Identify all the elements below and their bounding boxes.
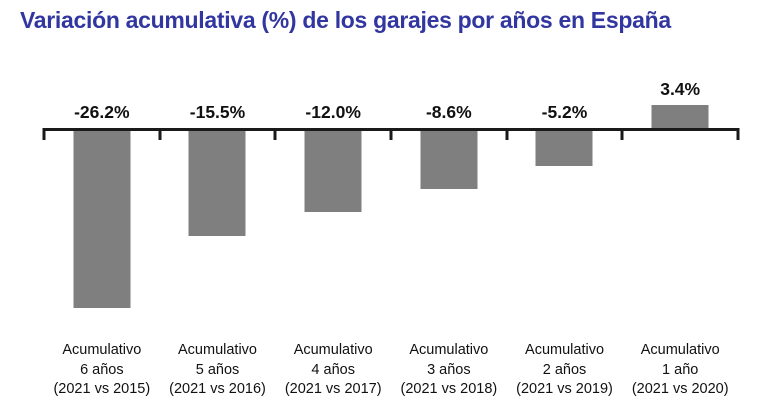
axis-tick bbox=[505, 128, 509, 140]
page-title: Variación acumulativa (%) de los garajes… bbox=[20, 7, 671, 33]
bar bbox=[420, 131, 478, 189]
bar-chart: -26.2% -15.5% -12.0% -8.6% -5.2% 3.4% bbox=[42, 79, 740, 314]
value-label: -15.5% bbox=[189, 102, 246, 122]
axis-tick bbox=[42, 128, 46, 140]
category-labels-row: Acumulativo 6 años (2021 vs 2015) Acumul… bbox=[44, 341, 738, 400]
bar bbox=[535, 131, 593, 166]
bar-column: -12.0% bbox=[275, 102, 391, 314]
axis-tick bbox=[158, 128, 162, 140]
axis-tick bbox=[273, 128, 277, 140]
axis-tick bbox=[620, 128, 624, 140]
bar bbox=[304, 131, 362, 212]
bar bbox=[73, 131, 131, 308]
value-label: -8.6% bbox=[425, 102, 472, 122]
bar-column: 3.4% bbox=[622, 79, 738, 314]
value-label: -26.2% bbox=[74, 102, 130, 122]
bar-column: -26.2% bbox=[44, 102, 160, 314]
axis-tick bbox=[736, 128, 740, 140]
bar-column: -5.2% bbox=[507, 102, 623, 314]
bar-column: -8.6% bbox=[391, 102, 507, 314]
bar bbox=[651, 105, 709, 128]
category-label: Acumulativo 3 años (2021 vs 2018) bbox=[400, 342, 498, 397]
category-label: Acumulativo 5 años (2021 vs 2016) bbox=[169, 342, 266, 397]
bar bbox=[188, 131, 246, 236]
bar-column: -15.5% bbox=[160, 102, 276, 314]
category-label: Acumulativo 4 años (2021 vs 2017) bbox=[284, 342, 382, 397]
category-label: Acumulativo 1 año (2021 vs 2020) bbox=[631, 342, 729, 397]
axis-tick bbox=[389, 128, 393, 140]
category-label: Acumulativo 6 años (2021 vs 2015) bbox=[53, 342, 151, 397]
value-label: -5.2% bbox=[541, 102, 588, 122]
value-label: -12.0% bbox=[305, 102, 361, 122]
category-label: Acumulativo 2 años (2021 vs 2019) bbox=[516, 342, 613, 397]
value-label: 3.4% bbox=[660, 79, 701, 99]
